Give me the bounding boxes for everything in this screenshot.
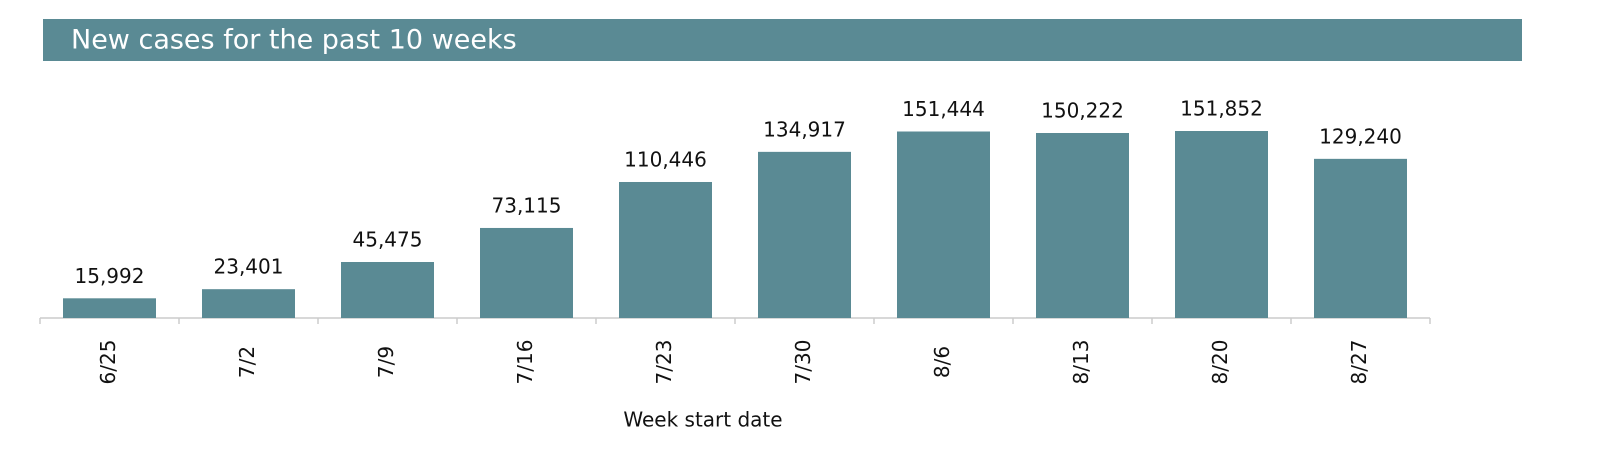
x-tick-label: 8/20 bbox=[1208, 340, 1232, 385]
value-label: 73,115 bbox=[492, 193, 562, 217]
value-label: 150,222 bbox=[1041, 99, 1124, 123]
bar bbox=[897, 131, 990, 318]
x-tick-label: 7/2 bbox=[235, 346, 259, 378]
x-tick-label: 6/25 bbox=[96, 340, 120, 385]
x-tick-label: 8/6 bbox=[930, 346, 954, 378]
bar bbox=[63, 298, 156, 318]
value-label: 15,992 bbox=[75, 264, 145, 288]
bar bbox=[341, 261, 434, 318]
bar bbox=[1314, 158, 1407, 318]
x-tick-label: 8/27 bbox=[1347, 340, 1371, 385]
bar bbox=[619, 181, 712, 318]
x-tick-label: 7/23 bbox=[652, 340, 676, 385]
bar bbox=[758, 151, 851, 318]
x-tick-label: 8/13 bbox=[1069, 340, 1093, 385]
chart-title: New cases for the past 10 weeks bbox=[71, 25, 517, 56]
value-label: 134,917 bbox=[763, 117, 846, 141]
bar bbox=[202, 289, 295, 318]
x-tick-label: 7/9 bbox=[374, 346, 398, 378]
title-banner bbox=[43, 19, 1522, 61]
value-label: 45,475 bbox=[353, 227, 423, 251]
value-label: 151,444 bbox=[902, 97, 985, 121]
bar bbox=[1036, 133, 1129, 318]
bar bbox=[1175, 131, 1268, 318]
value-label: 129,240 bbox=[1319, 124, 1402, 148]
value-label: 151,852 bbox=[1180, 97, 1263, 121]
x-tick-label: 7/16 bbox=[513, 340, 537, 385]
value-label: 110,446 bbox=[624, 147, 707, 171]
x-tick-label: 7/30 bbox=[791, 340, 815, 385]
value-label: 23,401 bbox=[214, 255, 284, 279]
x-axis-title: Week start date bbox=[623, 408, 782, 432]
bar bbox=[480, 227, 573, 318]
